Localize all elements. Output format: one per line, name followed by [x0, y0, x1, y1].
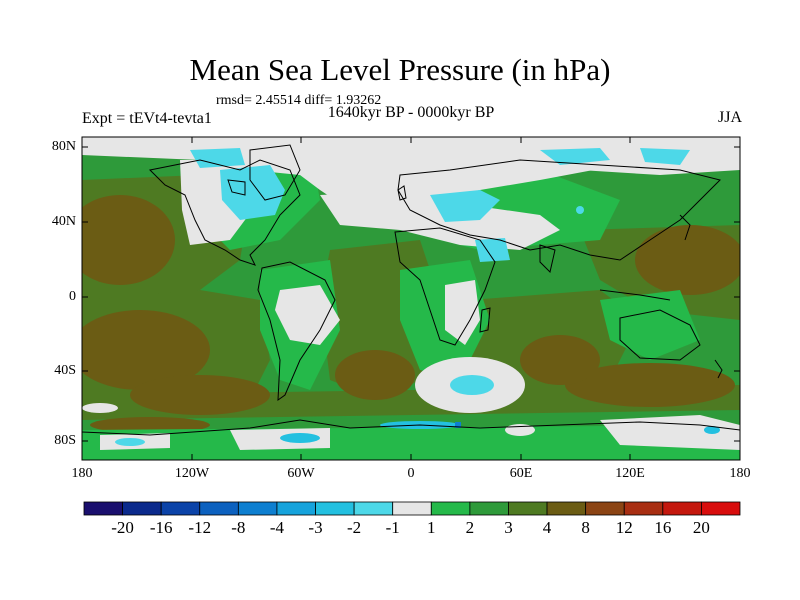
field-neutral-madagascar	[445, 280, 480, 345]
field-cyan-arctic-small	[576, 206, 584, 214]
field-cyan-arctic1	[190, 148, 245, 168]
colorbar-tick-label: 3	[504, 518, 513, 537]
colorbar-swatch	[623, 501, 664, 516]
coast-madagascar	[479, 307, 491, 333]
coast-australia	[619, 309, 701, 361]
map-title: Mean Sea Level Pressure (in hPa)	[189, 52, 611, 87]
coast-japan	[679, 214, 691, 241]
field-brown-sa	[335, 350, 415, 400]
field-brown-io	[520, 335, 600, 385]
colorbar-swatch	[160, 501, 201, 516]
colorbar-tick-label: -20	[111, 518, 134, 537]
colorbar-tick-label: -4	[269, 518, 285, 537]
colorbar-swatch	[662, 501, 702, 516]
colorbar-tick-label: -12	[188, 518, 212, 537]
colorbar-swatch	[430, 501, 471, 516]
field-neutral-sahara	[320, 190, 560, 250]
lon-label-180e: 180	[729, 466, 751, 481]
colorbar-tick-label: -1	[385, 518, 400, 537]
colorbar	[83, 501, 741, 516]
field-brown-np	[82, 195, 175, 285]
colorbar-swatch	[585, 501, 625, 516]
colorbar-tick-label: 4	[542, 518, 552, 537]
colorbar-swatch	[199, 501, 239, 516]
colorbar-tick-label: -2	[347, 518, 362, 537]
field-green-australia	[600, 290, 700, 360]
colorbar-tick-label: -3	[308, 518, 323, 537]
axis-ticks	[81, 137, 741, 460]
field-brown-nwp	[635, 225, 740, 295]
lat-label-40s: 40S	[54, 363, 76, 378]
field-brown-sio	[565, 363, 735, 407]
colorbar-tick-label: -16	[149, 518, 173, 537]
field-blue-spot	[455, 422, 461, 428]
colorbar-tick-label: 8	[581, 518, 590, 537]
coast-uk	[397, 185, 407, 201]
colorbar-tick-label: 2	[465, 518, 475, 537]
coast-nz	[714, 359, 723, 379]
lon-label-180w: 180	[71, 466, 93, 481]
lat-label-40n: 40N	[51, 214, 76, 229]
field-brown-sp2	[130, 375, 270, 415]
lat-label-0: 0	[69, 289, 76, 304]
field-cyan-ross	[115, 438, 145, 446]
time-range-label: 1640kyr BP - 0000kyr BP	[327, 104, 495, 121]
colorbar-swatch	[392, 501, 432, 516]
lon-label-120e: 120E	[615, 466, 645, 481]
field-cyan-siberia	[540, 148, 610, 165]
field-cyan-europe	[430, 190, 500, 222]
rmsd-diff-stats: rmsd= 2.45514 diff= 1.93262	[216, 93, 382, 108]
field-cyan-ant-east	[704, 426, 720, 434]
coast-eurasia	[397, 159, 721, 261]
coast-north-america	[148, 159, 301, 266]
colorbar-swatch	[237, 501, 278, 516]
colorbar-swatch	[469, 501, 509, 516]
field-neutral-ant-east	[600, 415, 740, 450]
lat-label-80n: 80N	[51, 139, 76, 154]
colorbar-swatch	[315, 501, 355, 516]
lon-label-60e: 60E	[509, 466, 533, 481]
field-brown-sp	[82, 310, 210, 390]
coast-india	[539, 244, 556, 273]
colorbar-swatch	[353, 501, 394, 516]
coast-antarctica	[82, 419, 740, 436]
season-label: JJA	[717, 109, 742, 126]
field-neutral-brazil	[275, 285, 340, 345]
colorbar-swatch	[508, 501, 548, 516]
field-cyan-south-atlantic	[450, 375, 494, 395]
colorbar-tick-label: 1	[427, 518, 436, 537]
lon-label-120w: 120W	[174, 466, 210, 481]
colorbar-tick-label: 12	[615, 518, 633, 537]
colorbar-tick-label: 16	[654, 518, 672, 537]
coast-greenland	[249, 144, 301, 201]
coastlines	[82, 144, 740, 436]
colorbar-swatch	[122, 501, 162, 516]
colorbar-swatch	[546, 501, 587, 516]
pressure-field	[82, 137, 740, 460]
colorbar-tick-label: 20	[692, 518, 710, 537]
colorbar-swatch	[83, 501, 123, 516]
coast-south-america	[257, 261, 336, 402]
colorbar-swatch	[701, 501, 741, 516]
experiment-label: Expt = tEVt4-tevta1	[82, 110, 212, 127]
coast-indonesia	[599, 289, 671, 301]
lon-label-0: 0	[407, 466, 415, 481]
lon-label-60w: 60W	[287, 466, 315, 481]
colorbar-swatch	[276, 501, 316, 516]
field-neutral-spot1	[82, 403, 118, 413]
lat-label-80s: 80S	[54, 433, 76, 448]
field-cyan-siberia2	[640, 148, 690, 165]
field-brown-ant	[90, 417, 210, 433]
coast-africa	[394, 227, 496, 346]
field-cyan-weddell	[280, 433, 320, 443]
colorbar-tick-label: -8	[231, 518, 246, 537]
coast-hudson	[227, 179, 246, 196]
field-cyan-greenland	[220, 165, 285, 220]
field-cyan-arabia	[475, 238, 510, 262]
